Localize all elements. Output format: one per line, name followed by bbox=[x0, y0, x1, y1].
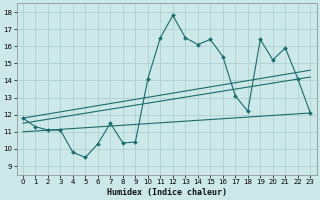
X-axis label: Humidex (Indice chaleur): Humidex (Indice chaleur) bbox=[107, 188, 227, 197]
